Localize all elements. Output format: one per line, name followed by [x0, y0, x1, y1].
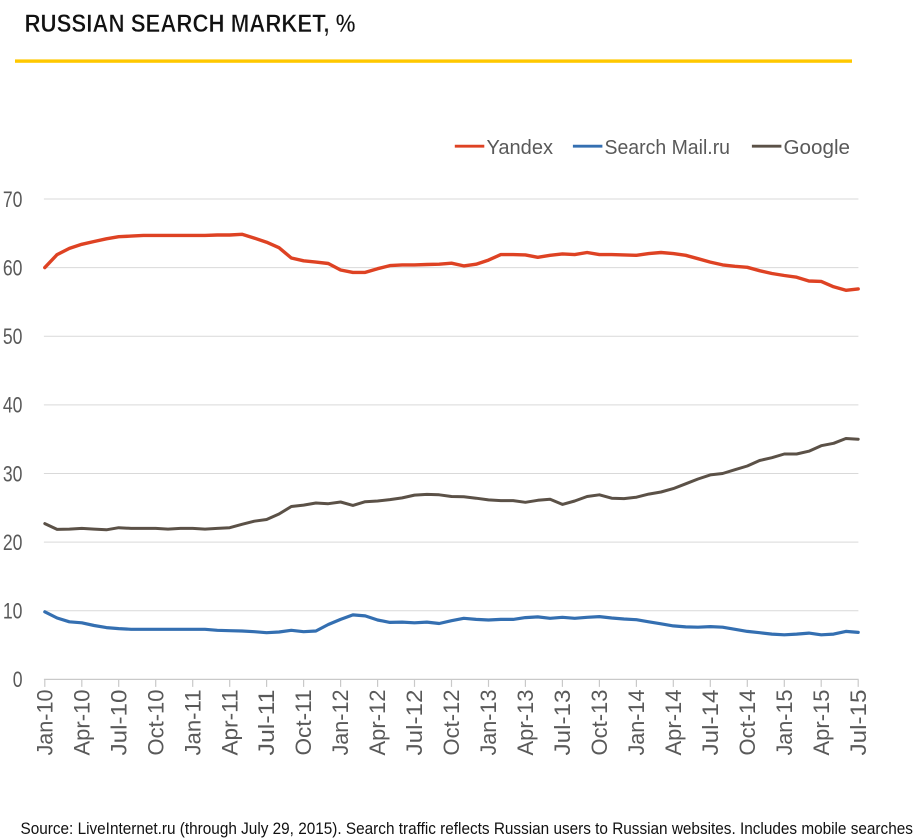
svg-text:Apr-11: Apr-11: [217, 690, 242, 756]
svg-text:Jul-11: Jul-11: [254, 690, 279, 756]
svg-text:Jul-13: Jul-13: [550, 690, 575, 756]
svg-text:0: 0: [13, 667, 23, 692]
svg-text:Apr-15: Apr-15: [809, 690, 834, 756]
svg-text:Jul-15: Jul-15: [846, 690, 871, 756]
svg-text:40: 40: [3, 393, 23, 418]
svg-text:10: 10: [3, 599, 23, 624]
svg-text:Oct-14: Oct-14: [735, 690, 760, 756]
svg-text:Google: Google: [784, 137, 851, 159]
svg-text:Jan-10: Jan-10: [32, 690, 57, 756]
svg-text:Apr-14: Apr-14: [661, 690, 686, 756]
svg-text:Jul-10: Jul-10: [106, 690, 131, 756]
svg-text:Oct-10: Oct-10: [143, 690, 168, 756]
svg-text:Apr-12: Apr-12: [365, 690, 390, 756]
svg-text:Source: LiveInternet.ru (throu: Source: LiveInternet.ru (through July 29…: [21, 819, 913, 838]
svg-text:Jan-11: Jan-11: [180, 690, 205, 756]
svg-text:Oct-13: Oct-13: [587, 690, 612, 756]
svg-text:Jul-14: Jul-14: [698, 690, 723, 756]
svg-text:Search Mail.ru: Search Mail.ru: [605, 137, 731, 159]
svg-text:30: 30: [3, 461, 23, 486]
svg-text:RUSSIAN SEARCH MARKET, %: RUSSIAN SEARCH MARKET, %: [25, 10, 356, 38]
svg-text:Yandex: Yandex: [487, 137, 554, 159]
svg-text:Jan-12: Jan-12: [328, 690, 353, 756]
svg-text:Apr-13: Apr-13: [513, 690, 538, 756]
svg-text:60: 60: [3, 255, 23, 280]
svg-text:70: 70: [3, 187, 23, 212]
svg-text:Jan-14: Jan-14: [624, 690, 649, 756]
svg-text:50: 50: [3, 324, 23, 349]
svg-text:Jul-12: Jul-12: [402, 690, 427, 756]
svg-text:Oct-12: Oct-12: [439, 690, 464, 756]
svg-text:Oct-11: Oct-11: [291, 690, 316, 756]
svg-text:Jan-15: Jan-15: [772, 690, 797, 756]
svg-text:Jan-13: Jan-13: [476, 690, 501, 756]
svg-text:20: 20: [3, 530, 23, 555]
svg-text:Apr-10: Apr-10: [69, 690, 94, 756]
